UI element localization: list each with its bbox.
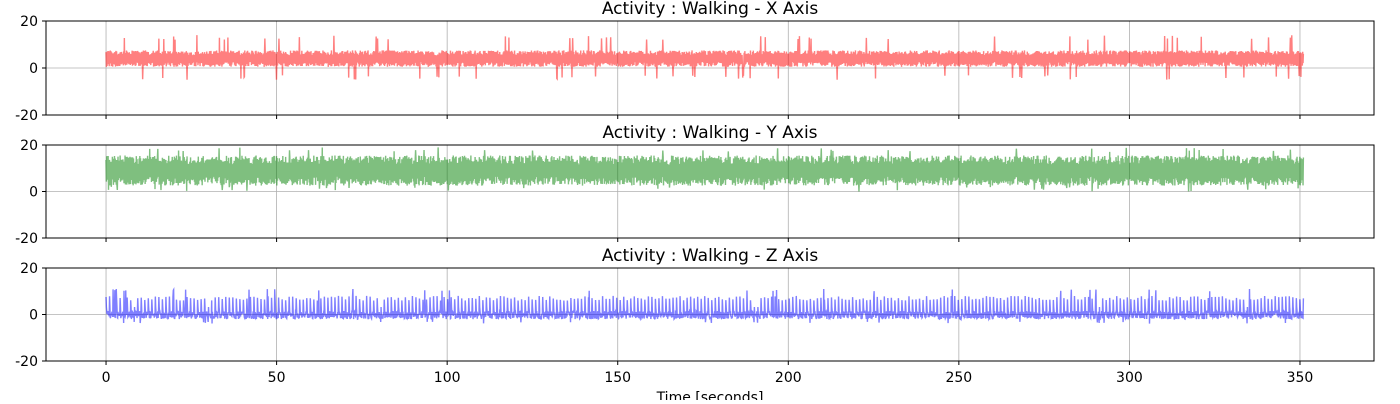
subplot-y-axis: -20 0 20 Activity : Walking - Y Axis — [15, 123, 1375, 247]
x-tick-label: 350 — [1287, 370, 1314, 386]
x-axis-label: Time [seconds] — [656, 390, 764, 400]
y-tick-label: -20 — [15, 108, 38, 124]
x-tick-label: 250 — [945, 370, 972, 386]
x-tick-label: 100 — [434, 370, 461, 386]
signal-line — [105, 147, 1305, 192]
y-tick-label: 0 — [29, 308, 38, 324]
subplot-title: Activity : Walking - X Axis — [602, 0, 819, 19]
x-tick-label: 150 — [604, 370, 631, 386]
subplot-title: Activity : Walking - Y Axis — [602, 123, 817, 143]
x-tick-label: 300 — [1116, 370, 1143, 386]
subplot-x-axis: -20 0 20 Activity : Walking - X Axis — [15, 0, 1375, 124]
signal-line — [105, 287, 1305, 324]
y-tick-label: -20 — [15, 231, 38, 247]
y-tick-label: 20 — [20, 14, 38, 30]
y-tick-label: 0 — [29, 185, 38, 201]
y-tick-label: 20 — [20, 261, 38, 277]
x-tick-label: 200 — [775, 370, 802, 386]
y-tick-label: -20 — [15, 354, 38, 370]
y-tick-label: 0 — [29, 61, 38, 77]
signal-line — [105, 35, 1305, 81]
x-tick-label: 0 — [102, 370, 111, 386]
x-tick-label: 50 — [268, 370, 286, 386]
subplot-title: Activity : Walking - Z Axis — [602, 246, 819, 266]
y-tick-label: 20 — [20, 138, 38, 154]
